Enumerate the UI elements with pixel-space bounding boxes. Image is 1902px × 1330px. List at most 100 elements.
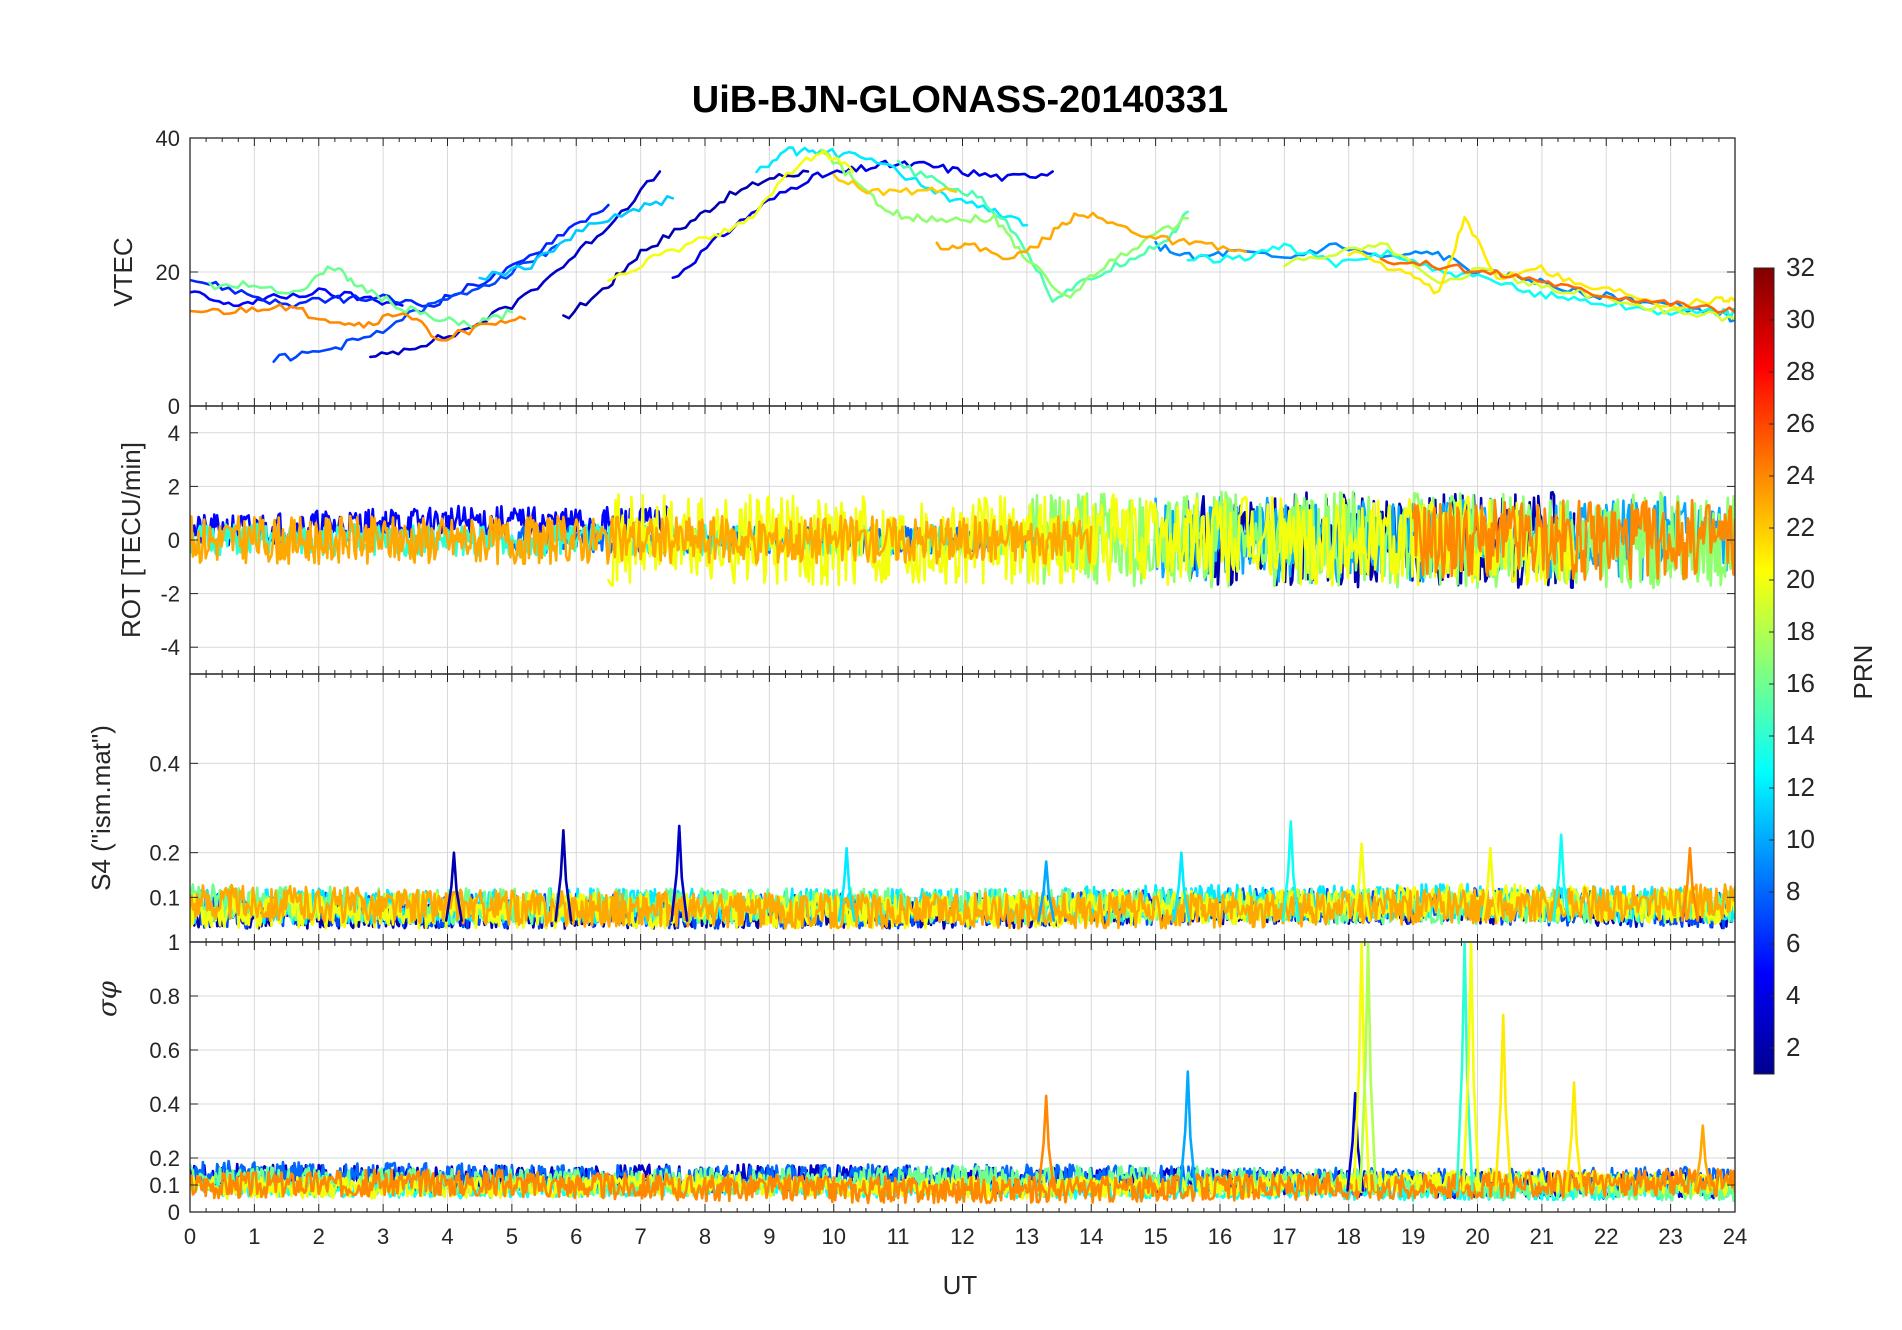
y-axis-title: VTEC (108, 237, 138, 306)
x-tick-label: 13 (1015, 1224, 1039, 1249)
colorbar-tick-label: 10 (1786, 824, 1815, 854)
x-tick-label: 1 (248, 1224, 260, 1249)
series-prn-5 (190, 287, 404, 308)
peak-prn-3 (1346, 1091, 1365, 1192)
y-tick-label: 0.2 (149, 841, 180, 866)
x-tick-label: 9 (763, 1224, 775, 1249)
colorbar-tick-label: 32 (1786, 252, 1815, 282)
x-tick-label: 21 (1530, 1224, 1554, 1249)
colorbar-tick-label: 16 (1786, 668, 1815, 698)
colorbar-tick-label: 24 (1786, 460, 1815, 490)
x-tick-label: 23 (1658, 1224, 1682, 1249)
peak-prn-20 (1352, 842, 1371, 922)
x-tick-label: 24 (1723, 1224, 1747, 1249)
x-tick-label: 10 (822, 1224, 846, 1249)
peak-prn-2 (444, 851, 463, 922)
series-prn-20 (607, 493, 1576, 587)
y-tick-label: 40 (156, 126, 180, 151)
peak-prn-20 (1481, 846, 1500, 922)
colorbar-tick-label: 22 (1786, 512, 1815, 542)
colorbar-tick-label: 14 (1786, 720, 1815, 750)
y-tick-label: -2 (160, 582, 180, 607)
peak-prn-12 (837, 846, 856, 922)
x-tick-label: 15 (1143, 1224, 1167, 1249)
peak-prn-13 (1281, 820, 1300, 922)
x-tick-label: 22 (1594, 1224, 1618, 1249)
x-tick-label: 0 (184, 1224, 196, 1249)
colorbar-tick-label: 20 (1786, 564, 1815, 594)
peak-prn-20 (1462, 942, 1481, 1192)
y-axis-title: σφ (93, 980, 123, 1017)
x-tick-label: 5 (506, 1224, 518, 1249)
peak-prn-12 (1172, 851, 1191, 922)
y-tick-label: 0.1 (149, 1173, 180, 1198)
series-group (190, 942, 1735, 1205)
series-prn-22 (832, 173, 958, 197)
x-tick-label: 7 (635, 1224, 647, 1249)
colorbar-gradient (1753, 267, 1775, 1075)
series-prn-12 (755, 146, 1029, 227)
peak-prn-2 (554, 829, 573, 922)
y-tick-label: 0.6 (149, 1038, 180, 1063)
y-tick-label: 20 (156, 260, 180, 285)
series-prn-23 (935, 211, 1247, 261)
y-tick-label: 0.2 (149, 1146, 180, 1171)
peak-prn-24 (1037, 1094, 1056, 1192)
peak-prn-21 (1494, 1013, 1513, 1192)
x-tick-label: 8 (699, 1224, 711, 1249)
colorbar-tick-label: 2 (1786, 1032, 1800, 1062)
x-tick-label: 18 (1337, 1224, 1361, 1249)
x-tick-label: 11 (887, 1224, 910, 1249)
peak-prn-21 (1565, 1081, 1584, 1192)
panel-rot: -4 -2 0 2 4 ROT [TECU/min] (116, 405, 1736, 675)
series-group (190, 490, 1735, 590)
peak-prn-10 (1037, 860, 1056, 922)
colorbar-tick-label: 6 (1786, 928, 1800, 958)
y-tick-label: 2 (168, 474, 180, 499)
y-tick-label: 0 (168, 1200, 180, 1225)
x-tick-label: 17 (1272, 1224, 1296, 1249)
peak-prn-20 (1352, 942, 1371, 1192)
x-tick-label: 19 (1401, 1224, 1425, 1249)
y-axis-title: S4 ("ism.mat") (86, 725, 116, 891)
series-prn-24 (190, 1167, 1735, 1205)
series-prn-13 (1186, 242, 1735, 318)
y-axis-title: ROT [TECU/min] (116, 442, 146, 638)
series-prn-2 (562, 169, 810, 320)
x-tick-label: 3 (377, 1224, 389, 1249)
peak-prn-24 (1680, 846, 1699, 922)
series-prn-20 (607, 149, 855, 283)
peak-prn-23 (1693, 1124, 1712, 1192)
colorbar-tick-label: 26 (1786, 408, 1815, 438)
y-tick-label: 0.8 (149, 984, 180, 1009)
y-tick-label: 0 (168, 528, 180, 553)
x-tick-label: 2 (313, 1224, 325, 1249)
series-prn-17 (819, 148, 1190, 299)
colorbar-tick-label: 4 (1786, 980, 1800, 1010)
colorbar-tick-label: 18 (1786, 616, 1815, 646)
x-tick-label: 12 (950, 1224, 974, 1249)
colorbar-label: PRN (1848, 645, 1878, 700)
peak-prn-18 (1359, 942, 1378, 1192)
x-tick-label: 4 (441, 1224, 453, 1249)
y-tick-label: 1 (168, 930, 180, 955)
series-prn-24 (1411, 498, 1735, 581)
series-prn-11 (478, 195, 675, 281)
x-tick-label: 6 (570, 1224, 582, 1249)
series-prn-23 (190, 514, 1093, 566)
colorbar-tick-label: 28 (1786, 356, 1815, 386)
series-prn-4 (671, 159, 1054, 280)
peak-prn-13 (1552, 833, 1571, 922)
series-group (190, 146, 1735, 364)
y-tick-label: 0.4 (149, 1092, 180, 1117)
series-prn-15 (896, 159, 1190, 304)
series-prn-25 (1379, 257, 1735, 314)
series-prn-3 (368, 170, 662, 359)
x-tick-label: 14 (1079, 1224, 1103, 1249)
y-tick-label: 0 (168, 394, 180, 419)
